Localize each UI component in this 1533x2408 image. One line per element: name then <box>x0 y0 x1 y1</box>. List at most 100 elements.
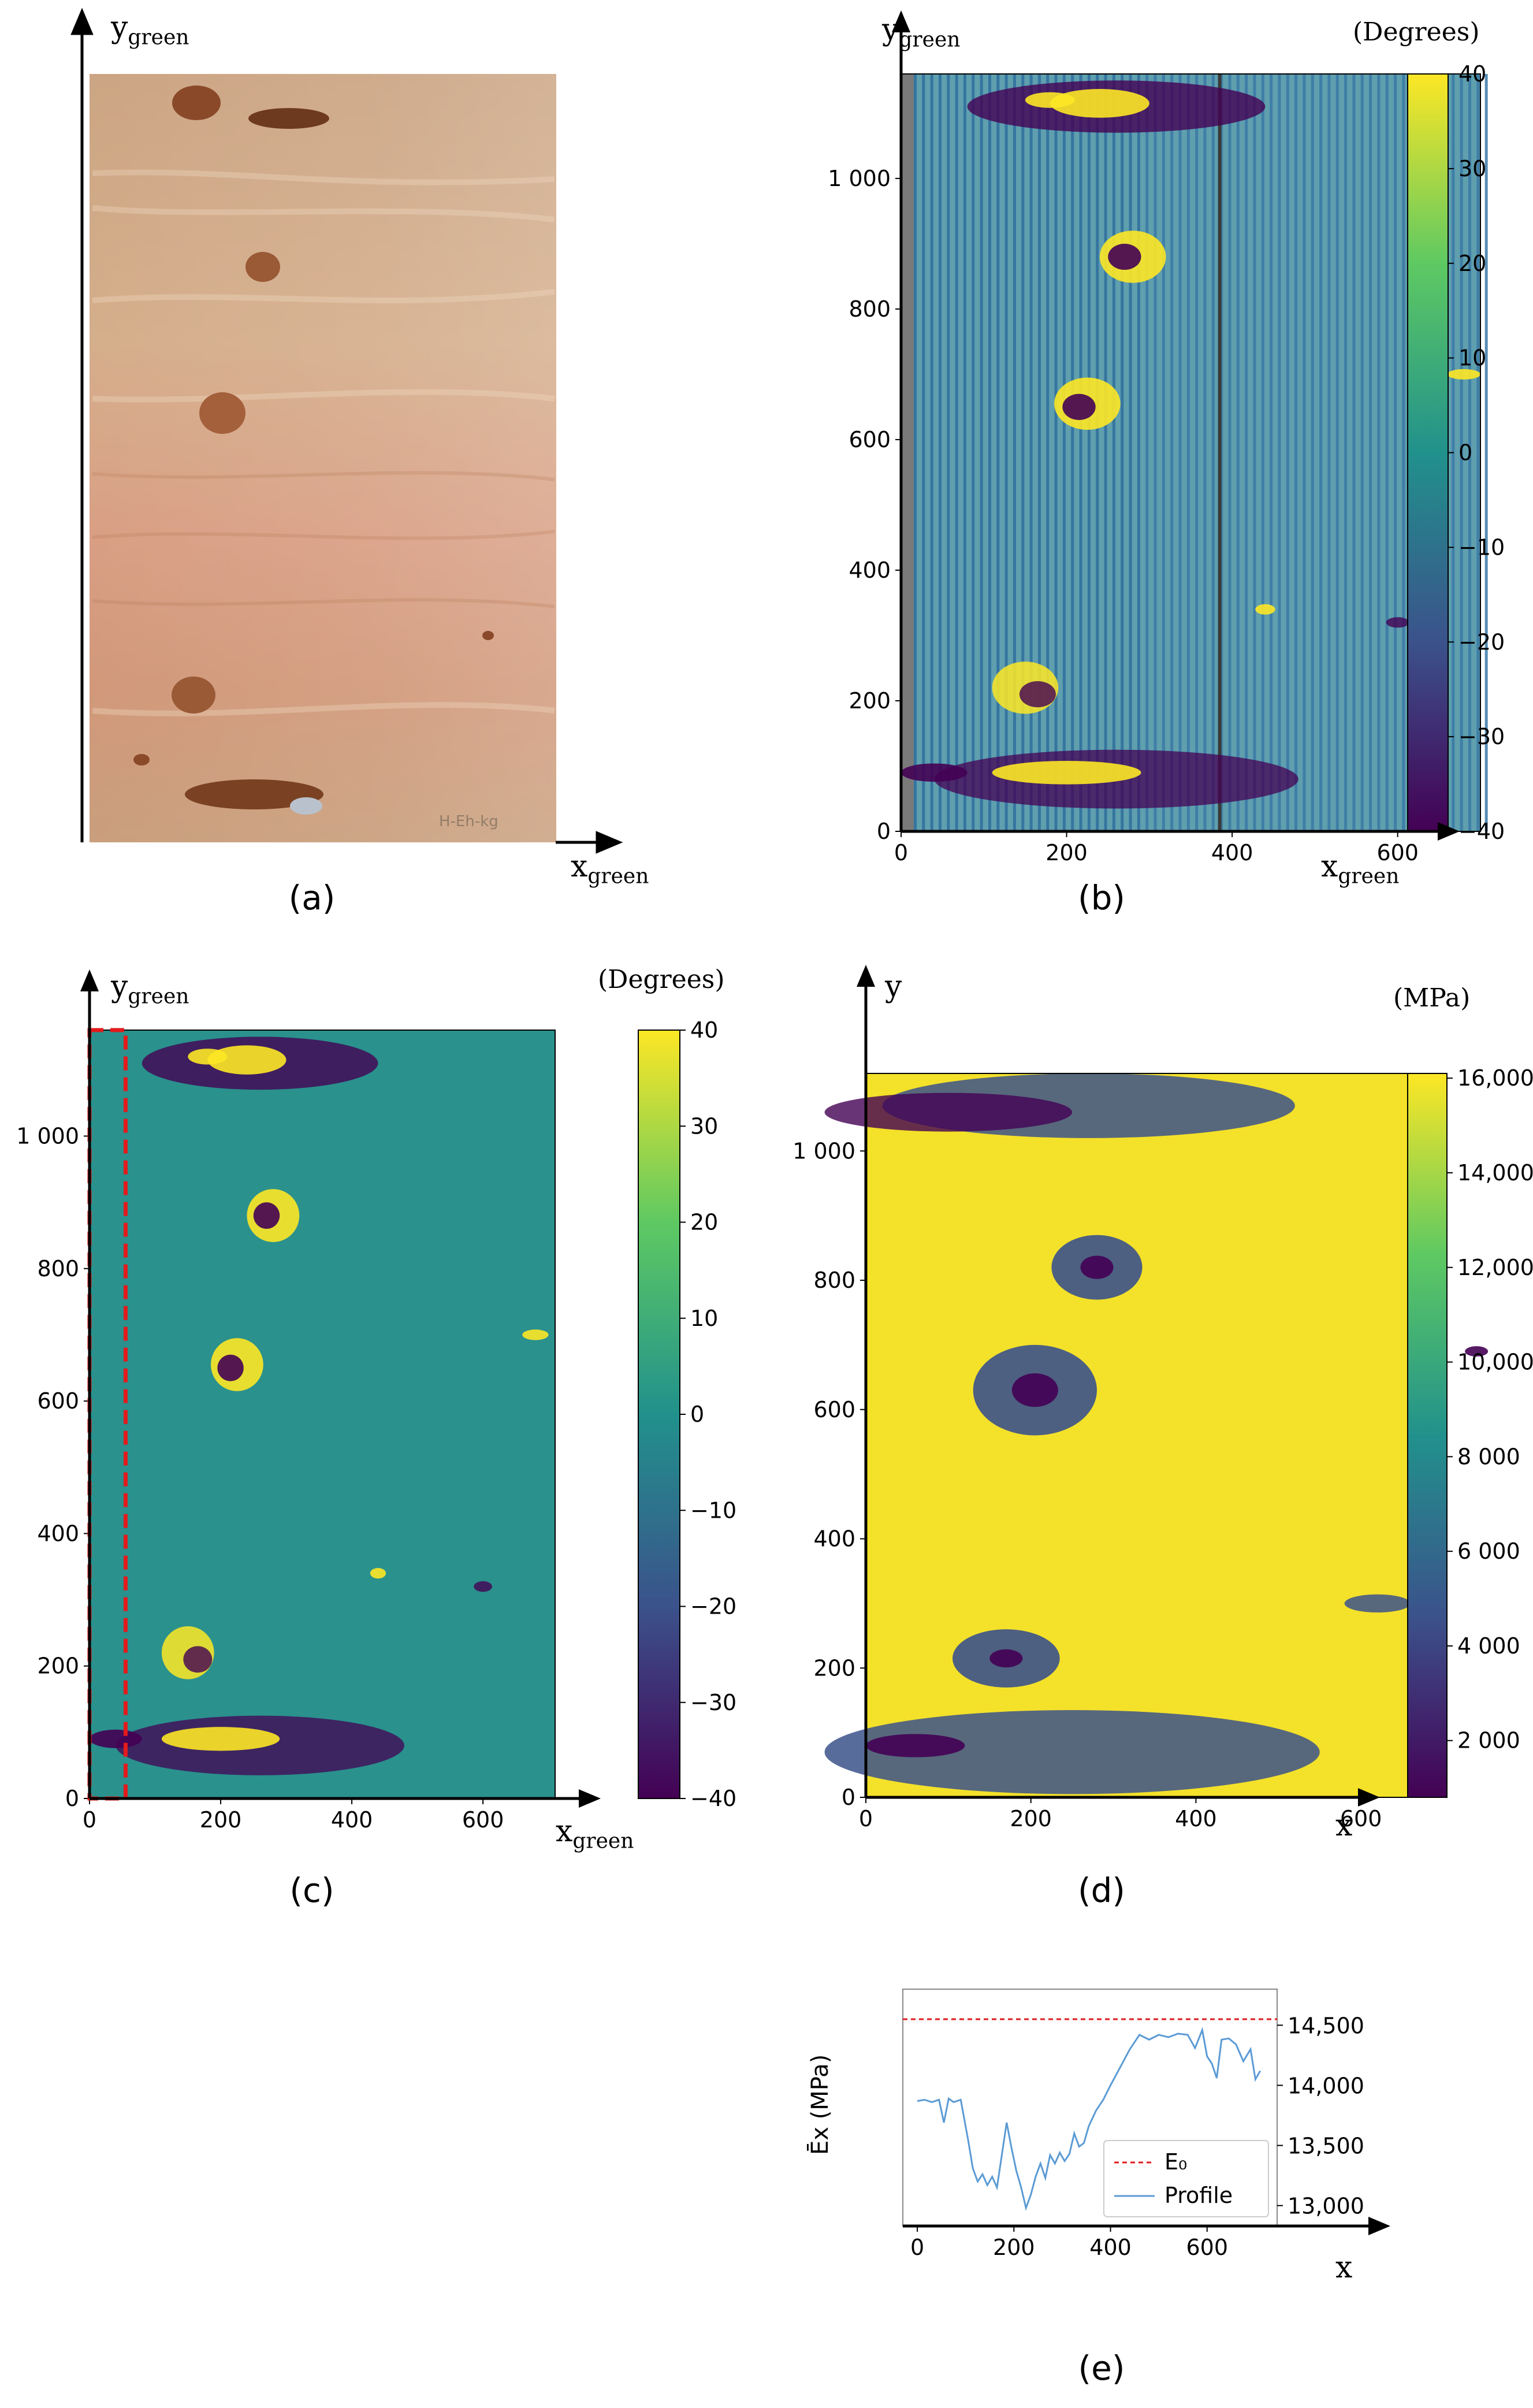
y-axis-arrow-head <box>80 969 99 991</box>
panel-d-x-label: x <box>1335 1808 1353 1843</box>
legend-label-e0: E₀ <box>1164 2149 1187 2175</box>
x-tick-label: 0 <box>894 840 908 865</box>
colorbar-tick-label: 8 000 <box>1457 1444 1520 1469</box>
y-axis-arrow-head <box>857 965 875 987</box>
colorbar-tick-label: 30 <box>1458 156 1486 181</box>
x-axis-arrow-head <box>1368 2217 1390 2235</box>
colorbar-tick-label: 16,000 <box>1457 1065 1533 1091</box>
scan-stripe <box>1137 74 1140 831</box>
colorbar-tick-label: −20 <box>1458 629 1505 655</box>
colorbar-tick-label: 20 <box>1458 251 1486 276</box>
caption-c: (c) <box>289 1871 334 1910</box>
scan-stripe <box>938 74 942 831</box>
caption-e: (e) <box>1078 2348 1125 2388</box>
y-tick-label: 13,000 <box>1288 2194 1364 2219</box>
scan-stripe <box>1327 74 1331 831</box>
x-tick-label: 400 <box>1211 840 1253 865</box>
x-tick-label: 400 <box>331 1807 373 1833</box>
colorbar-tick-label: −10 <box>1458 534 1505 560</box>
x-tick-label: 600 <box>1340 1806 1382 1831</box>
y-axis-arrow-head <box>892 10 910 32</box>
x-tick-label: 600 <box>1186 2235 1228 2260</box>
y-tick-label: 600 <box>813 1397 855 1422</box>
scan-stripe <box>1402 74 1405 831</box>
y-tick-label: 200 <box>37 1653 79 1679</box>
left-edge-band <box>901 74 914 831</box>
panel-c-colorbar-label: (Degrees) <box>598 965 725 994</box>
panel-c-y-label: ygreen <box>111 969 189 1009</box>
y-tick-label: 800 <box>813 1268 855 1293</box>
scan-stripe <box>947 74 950 831</box>
x-tick-label: 400 <box>1175 1806 1217 1831</box>
knot-feature <box>1011 1373 1058 1407</box>
panel-e-y-label: Ēx (MPa) <box>807 2054 834 2155</box>
x-tick-label: 200 <box>1045 840 1088 865</box>
scan-stripe <box>1460 74 1463 831</box>
knot-feature <box>1025 92 1075 108</box>
scan-stripe <box>922 74 925 831</box>
scan-stripe <box>1476 74 1480 831</box>
colorbar-tick-label: −30 <box>690 1690 736 1715</box>
colorbar <box>638 1030 680 1799</box>
knot-feature <box>1108 243 1141 270</box>
scan-stripe <box>1170 74 1174 831</box>
profile-series-line <box>917 2027 1262 2212</box>
colorbar-tick-label: 0 <box>1458 440 1472 466</box>
y-tick-label: 1 000 <box>792 1138 855 1164</box>
panel-e-x-label: x <box>1335 2250 1353 2285</box>
caption-d: (d) <box>1077 1871 1126 1910</box>
knot-feature <box>824 1092 1073 1132</box>
scan-stripe <box>1319 74 1323 831</box>
knot-feature <box>1050 88 1149 118</box>
panel-b-colorbar-label: (Degrees) <box>1353 17 1480 47</box>
knot-feature <box>866 1734 965 1757</box>
colorbar-tick-label: 6 000 <box>1457 1539 1520 1564</box>
y-tick-label: 0 <box>877 819 891 844</box>
colorbar-tick-label: −30 <box>1458 724 1505 749</box>
knot-feature <box>183 1646 213 1673</box>
knot-feature <box>1062 393 1096 420</box>
scan-stripe <box>1203 74 1207 831</box>
scan-stripe <box>1004 74 1008 831</box>
knot-feature <box>992 760 1141 785</box>
scan-stripe <box>963 74 966 831</box>
scan-stripe <box>1311 74 1314 831</box>
scan-stripe <box>1228 74 1231 831</box>
scan-stripe <box>1154 74 1157 831</box>
panel-d-y-label: y <box>885 969 902 1004</box>
y-tick-label: 400 <box>37 1521 79 1546</box>
scan-stripe <box>1294 74 1298 831</box>
scan-stripe <box>1104 74 1107 831</box>
y-tick-label: 13,500 <box>1288 2134 1364 2159</box>
colorbar <box>1407 1073 1448 1798</box>
x-tick-label: 200 <box>1010 1806 1052 1831</box>
scan-stripe <box>996 74 1000 831</box>
scan-stripe <box>1096 74 1099 831</box>
scan-stripe <box>1236 74 1240 831</box>
panel-a-x-label: xgreen <box>571 849 649 889</box>
colorbar-tick-label: 10 <box>1458 345 1486 371</box>
scan-stripe <box>1046 74 1050 831</box>
panel-e: 0 200 400 600 14,500 14,000 13,500 13,000 E₀ Prof… <box>766 1941 1533 2408</box>
scan-stripe <box>1186 74 1190 831</box>
panel-a-y-label: ygreen <box>111 10 189 50</box>
y-tick-label: 14,500 <box>1288 2013 1364 2038</box>
colorbar-tick-label: 2 000 <box>1457 1728 1520 1753</box>
panel-b-x-label: xgreen <box>1321 849 1400 889</box>
y-tick-label: 0 <box>842 1785 855 1810</box>
x-tick-label: 0 <box>83 1807 96 1833</box>
colorbar-tick-label: −40 <box>690 1786 736 1811</box>
knot-feature <box>1465 1346 1489 1357</box>
scan-stripe <box>988 74 991 831</box>
scan-stripe <box>1013 74 1016 831</box>
y-tick-label: 800 <box>849 296 891 322</box>
scan-stripe <box>1245 74 1248 831</box>
scan-stripe <box>1335 74 1339 831</box>
y-tick-label: 400 <box>849 558 891 583</box>
x-tick-label: 600 <box>462 1807 504 1833</box>
scan-stripe <box>1211 74 1215 831</box>
heatmap-field <box>866 1073 1443 1797</box>
knot-feature <box>824 1710 1320 1794</box>
x-tick-label: 200 <box>993 2235 1035 2260</box>
scan-stripe <box>1145 74 1149 831</box>
